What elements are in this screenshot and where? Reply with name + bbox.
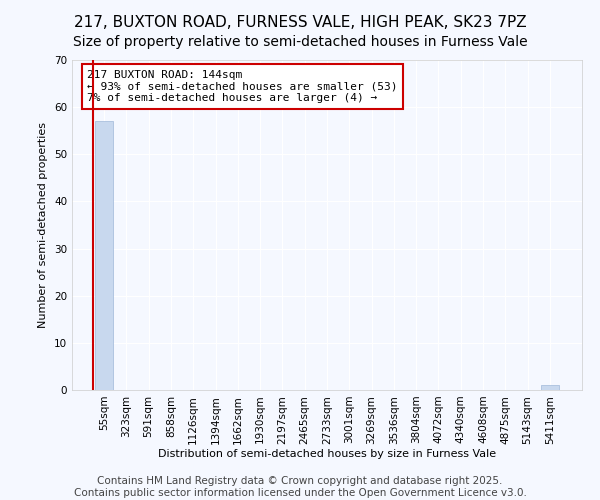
Text: 217 BUXTON ROAD: 144sqm
← 93% of semi-detached houses are smaller (53)
7% of sem: 217 BUXTON ROAD: 144sqm ← 93% of semi-de… <box>88 70 398 103</box>
Bar <box>95 122 113 390</box>
Text: Size of property relative to semi-detached houses in Furness Vale: Size of property relative to semi-detach… <box>73 35 527 49</box>
X-axis label: Distribution of semi-detached houses by size in Furness Vale: Distribution of semi-detached houses by … <box>158 449 496 459</box>
Text: Contains HM Land Registry data © Crown copyright and database right 2025.
Contai: Contains HM Land Registry data © Crown c… <box>74 476 526 498</box>
Bar <box>541 386 559 390</box>
Y-axis label: Number of semi-detached properties: Number of semi-detached properties <box>38 122 49 328</box>
Text: 217, BUXTON ROAD, FURNESS VALE, HIGH PEAK, SK23 7PZ: 217, BUXTON ROAD, FURNESS VALE, HIGH PEA… <box>74 15 526 30</box>
